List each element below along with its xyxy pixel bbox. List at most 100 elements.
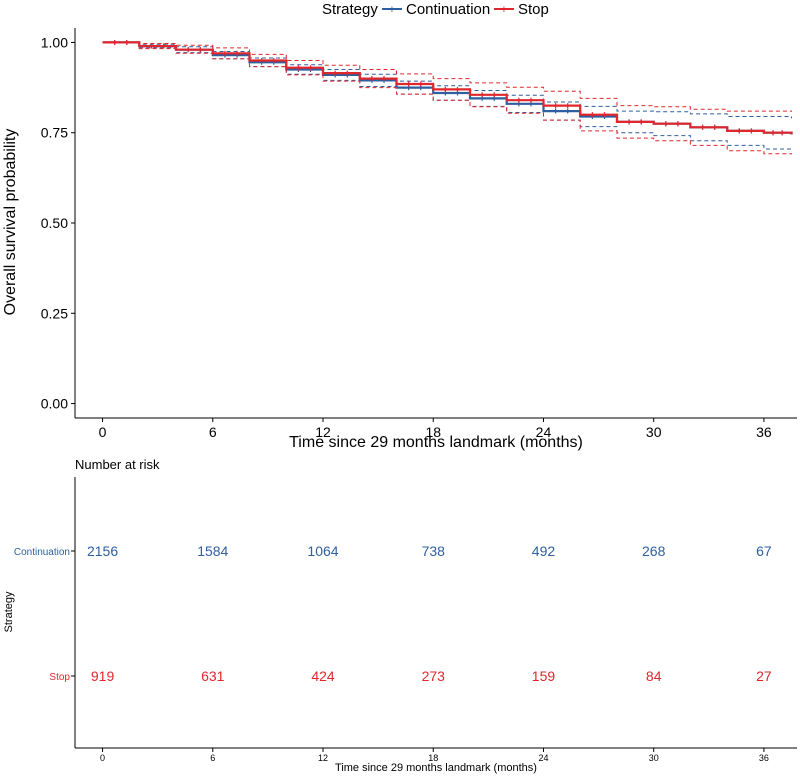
risk-value-stop: 84 bbox=[646, 668, 662, 684]
censor-mark-stop bbox=[479, 92, 485, 98]
censor-mark-stop bbox=[589, 112, 595, 118]
censor-mark-stop bbox=[112, 39, 118, 45]
x-tick-label: 12 bbox=[315, 424, 331, 440]
risk-x-tick-label: 30 bbox=[649, 753, 659, 763]
risk-value-continuation: 1584 bbox=[197, 543, 228, 559]
censor-mark-stop bbox=[197, 47, 203, 53]
censor-mark-stop bbox=[259, 58, 265, 63]
censor-mark-stop bbox=[418, 81, 424, 87]
y-tick-label: 0.00 bbox=[41, 396, 68, 412]
risk-value-stop: 919 bbox=[91, 668, 115, 684]
risk-value-continuation: 492 bbox=[532, 543, 556, 559]
x-tick-label: 36 bbox=[756, 424, 772, 440]
x-tick-label: 0 bbox=[99, 424, 107, 440]
legend-title: Strategy bbox=[322, 1, 378, 18]
censor-mark-stop bbox=[222, 50, 228, 56]
censor-mark-stop bbox=[406, 81, 412, 87]
risk-table-rows: Continuation 2156 1584 1064 738 492 268 67 Stop 9… bbox=[14, 543, 772, 684]
censor-mark-stop bbox=[454, 86, 460, 92]
risk-value-stop: 631 bbox=[201, 668, 225, 684]
risk-x-tick-label: 36 bbox=[759, 753, 769, 763]
censor-mark-stop bbox=[675, 121, 681, 127]
x-tick-label: 6 bbox=[209, 424, 217, 440]
censor-mark-stop bbox=[344, 70, 350, 76]
risk-table-y-label: Strategy bbox=[3, 591, 15, 632]
censor-mark-stop bbox=[700, 124, 706, 130]
censor-mark-stop bbox=[748, 128, 754, 134]
risk-table-title: Number at risk bbox=[75, 457, 160, 472]
risk-row-label-stop: Stop bbox=[49, 672, 70, 683]
risk-value-continuation: 1064 bbox=[307, 543, 338, 559]
risk-x-tick-label: 18 bbox=[428, 753, 438, 763]
censor-mark-stop bbox=[308, 65, 314, 71]
ci-upper-continuation bbox=[102, 41, 792, 119]
y-axis-ticks: 0.00 0.25 0.50 0.75 1.00 bbox=[41, 34, 75, 412]
risk-value-continuation: 738 bbox=[422, 543, 446, 559]
censor-mark-stop bbox=[234, 50, 240, 56]
y-tick-label: 0.50 bbox=[41, 215, 68, 231]
censor-mark-stop bbox=[528, 97, 534, 103]
risk-row-label-continuation: Continuation bbox=[14, 547, 70, 558]
censor-mark-stop bbox=[124, 39, 130, 45]
x-tick-label: 18 bbox=[425, 424, 441, 440]
risk-x-tick-label: 12 bbox=[318, 753, 328, 763]
risk-value-continuation: 2156 bbox=[87, 543, 118, 559]
x-axis-ticks: 0 6 12 18 24 30 36 bbox=[99, 418, 772, 440]
censor-mark-stop bbox=[381, 76, 387, 82]
censor-mark-continuation bbox=[553, 108, 559, 114]
legend-label-continuation: Continuation bbox=[406, 1, 490, 18]
censor-mark-stop bbox=[148, 43, 154, 49]
censor-mark-stop bbox=[185, 47, 191, 53]
censor-mark-stop bbox=[638, 119, 644, 125]
censor-mark-stop bbox=[442, 86, 448, 92]
legend-item-continuation: + Continuation bbox=[382, 1, 490, 18]
legend-swatch-continuation-plus: + bbox=[389, 4, 395, 16]
censor-mark-stop bbox=[663, 121, 669, 127]
risk-value-stop: 273 bbox=[422, 668, 446, 684]
risk-table: Number at risk Strategy Continuation 2156… bbox=[3, 457, 797, 774]
censor-mark-stop bbox=[736, 128, 742, 134]
x-tick-label: 30 bbox=[646, 424, 662, 440]
legend-item-stop: + Stop bbox=[494, 1, 549, 18]
survival-curves bbox=[102, 39, 793, 155]
risk-value-stop: 424 bbox=[311, 668, 335, 684]
risk-x-tick-label: 24 bbox=[538, 753, 548, 763]
censor-mark-stop bbox=[770, 130, 776, 136]
censor-mark-stop bbox=[332, 70, 338, 76]
censor-mark-stop bbox=[601, 112, 607, 118]
censor-mark-stop bbox=[491, 92, 497, 98]
legend-label-stop: Stop bbox=[518, 1, 549, 18]
censor-mark-stop bbox=[516, 97, 522, 103]
y-tick-label: 0.75 bbox=[41, 125, 68, 141]
risk-value-continuation: 67 bbox=[756, 543, 772, 559]
x-axis-label: Time since 29 months landmark (months) bbox=[289, 434, 583, 451]
survival-plot: Overall survival probability 0.00 0.25 0.5… bbox=[2, 28, 797, 451]
ci-upper-stop bbox=[102, 41, 792, 112]
y-axis-label: Overall survival probability bbox=[2, 129, 19, 316]
censor-mark-stop bbox=[553, 103, 559, 109]
risk-table-x-ticks: 0 6 12 18 24 30 36 bbox=[100, 748, 769, 763]
x-tick-label: 24 bbox=[536, 424, 552, 440]
censor-mark-stop bbox=[565, 103, 571, 109]
risk-value-continuation: 268 bbox=[642, 543, 666, 559]
legend-swatch-stop-plus: + bbox=[501, 4, 507, 16]
y-tick-label: 0.25 bbox=[41, 305, 68, 321]
survival-curve-stop bbox=[102, 41, 793, 135]
risk-x-tick-label: 0 bbox=[100, 753, 105, 763]
risk-value-stop: 159 bbox=[532, 668, 556, 684]
ci-lower-stop bbox=[102, 41, 792, 155]
censor-mark-stop bbox=[779, 130, 785, 136]
ci-lower-continuation bbox=[102, 41, 792, 151]
risk-x-tick-label: 6 bbox=[210, 753, 215, 763]
censor-mark-stop bbox=[712, 124, 718, 130]
risk-table-x-label: Time since 29 months landmark (months) bbox=[335, 762, 537, 774]
censor-mark-stop bbox=[271, 58, 277, 63]
legend: Strategy + Continuation + Stop bbox=[322, 1, 549, 18]
censor-mark-stop bbox=[626, 119, 632, 125]
censor-mark-stop bbox=[369, 76, 375, 82]
censor-mark-stop bbox=[161, 43, 167, 49]
censor-mark-continuation bbox=[565, 108, 571, 114]
y-tick-label: 1.00 bbox=[41, 34, 68, 50]
censor-mark-stop bbox=[295, 65, 301, 71]
